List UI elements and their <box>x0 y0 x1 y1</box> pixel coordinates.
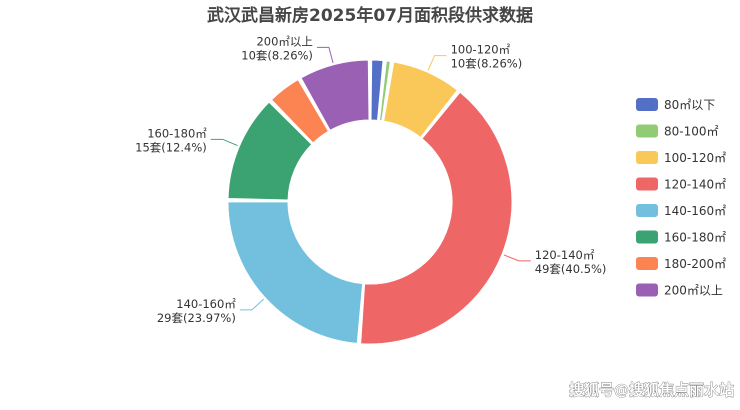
legend-swatch <box>636 204 658 217</box>
data-label-200m2-above-range: 200㎡以上 <box>256 34 312 48</box>
slice-80-100m2[interactable] <box>378 60 391 122</box>
legend-swatch <box>636 230 658 244</box>
legend-item-100-120m2[interactable]: 100-120㎡ <box>636 151 726 165</box>
leader-160-180m2 <box>210 138 238 147</box>
legend-item-160-180m2[interactable]: 160-180㎡ <box>636 230 726 245</box>
slice-120-140m2[interactable] <box>360 91 513 345</box>
legend-item-180-200m2[interactable]: 180-200㎡ <box>636 257 726 271</box>
data-label-120-140m2-range: 120-140㎡ <box>535 248 595 262</box>
legend-label: 100-120㎡ <box>664 151 726 165</box>
watermark-text: 搜狐号@搜狐焦点丽水站 <box>569 381 734 399</box>
data-label-200m2-above-value: 10套(8.26%) <box>241 48 313 62</box>
legend-swatch <box>636 98 658 111</box>
data-labels: 100-120㎡10套(8.26%)120-140㎡49套(40.5%)140-… <box>135 34 606 325</box>
data-label-160-180m2-value: 15套(12.4%) <box>135 140 207 154</box>
legend-swatch <box>636 283 658 297</box>
legend-label: 80-100㎡ <box>664 125 719 139</box>
donut-slices <box>227 59 513 345</box>
legend-label: 120-140㎡ <box>664 178 726 192</box>
slice-100-120m2[interactable] <box>383 61 458 138</box>
slice-160-180m2[interactable] <box>227 101 313 201</box>
legend-item-80m2-below[interactable]: 80㎡以下 <box>636 98 715 112</box>
slice-80m2-below[interactable] <box>370 59 384 121</box>
legend-item-200m2-above[interactable]: 200㎡以上 <box>636 283 723 298</box>
chart-title: 武汉武昌新房2025年07月面积段供求数据 <box>207 5 533 26</box>
legend-item-80-100m2[interactable]: 80-100㎡ <box>636 124 719 139</box>
legend-swatch <box>636 257 658 270</box>
legend-label: 160-180㎡ <box>664 231 726 245</box>
leader-200m2-above <box>316 46 334 63</box>
slice-200m2-above[interactable] <box>300 59 370 131</box>
legend-swatch <box>636 177 658 191</box>
legend-label: 200㎡以上 <box>664 284 723 298</box>
legend: 80㎡以下 80-100㎡ 100-120㎡ 120-140㎡ 140-160㎡ 160-… <box>636 98 726 298</box>
leader-140-160m2 <box>239 298 264 311</box>
data-label-100-120m2-range: 100-120㎡ <box>451 43 511 57</box>
label-leader-lines <box>210 46 531 311</box>
data-label-140-160m2-value: 29套(23.97%) <box>157 311 236 325</box>
legend-swatch <box>636 151 658 164</box>
legend-label: 180-200㎡ <box>664 257 726 271</box>
legend-label: 80㎡以下 <box>664 98 715 112</box>
slice-140-160m2[interactable] <box>227 201 364 344</box>
data-label-140-160m2-range: 140-160㎡ <box>176 297 236 311</box>
legend-label: 140-160㎡ <box>664 204 726 218</box>
legend-item-140-160m2[interactable]: 140-160㎡ <box>636 204 726 218</box>
data-label-160-180m2-range: 160-180㎡ <box>147 126 207 140</box>
leader-120-140m2 <box>503 254 531 262</box>
legend-swatch <box>636 124 658 138</box>
data-label-100-120m2-value: 10套(8.26%) <box>451 57 523 71</box>
data-label-120-140m2-value: 49套(40.5%) <box>535 262 607 276</box>
legend-item-120-140m2[interactable]: 120-140㎡ <box>636 177 726 192</box>
slice-180-200m2[interactable] <box>270 79 329 144</box>
leader-100-120m2 <box>427 55 447 71</box>
